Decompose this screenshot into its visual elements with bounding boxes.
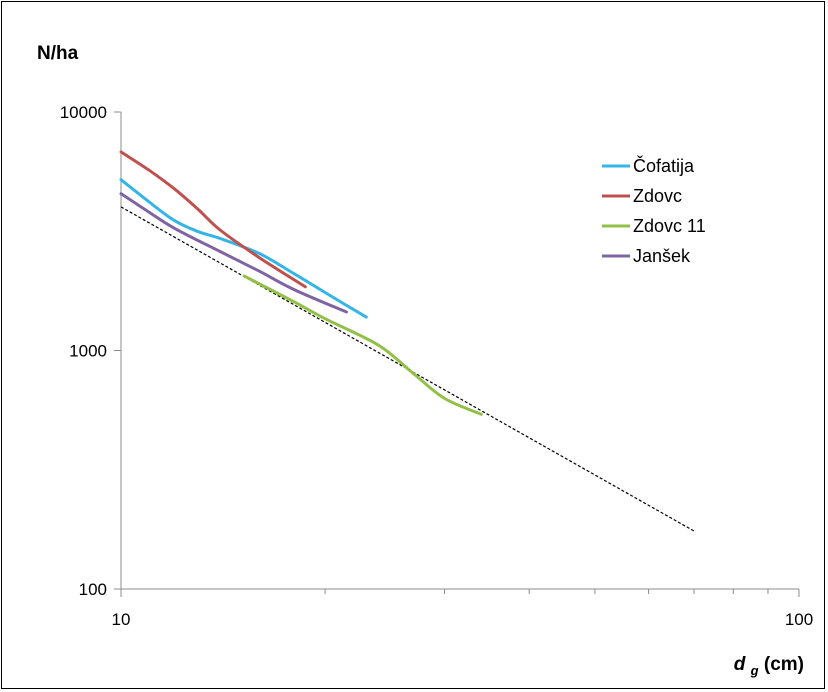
y-tick-label: 1000 bbox=[69, 342, 107, 361]
plot-area bbox=[119, 150, 695, 532]
y-tick-label: 10000 bbox=[60, 103, 107, 122]
y-tick-label: 100 bbox=[79, 580, 107, 599]
legend-label: Zdovc 11 bbox=[633, 216, 706, 236]
x-tick-label: 10 bbox=[112, 610, 131, 629]
series-line--ofatija bbox=[119, 178, 368, 319]
series-line-jan-ek bbox=[119, 192, 348, 314]
legend: Čofatija Zdovc Zdovc 11 Janšek bbox=[602, 155, 706, 266]
legend-label: Janšek bbox=[633, 246, 691, 266]
x-tick-label: 100 bbox=[785, 610, 813, 629]
x-axis-label: d g (cm) bbox=[734, 654, 804, 680]
series-line-zdovc-11 bbox=[242, 274, 483, 416]
x-axis-label-sub: g bbox=[750, 663, 759, 678]
axes bbox=[114, 111, 800, 597]
y-axis-label: N/ha bbox=[37, 43, 79, 64]
x-axis-label-unit: (cm) bbox=[764, 654, 804, 675]
legend-label: Čofatija bbox=[633, 155, 695, 176]
x-axis-label-main: d bbox=[734, 654, 746, 675]
legend-label: Zdovc bbox=[633, 186, 682, 206]
series-line-zdovc bbox=[119, 150, 307, 289]
tick-labels: 100 1000 10000 10 100 bbox=[60, 103, 813, 629]
